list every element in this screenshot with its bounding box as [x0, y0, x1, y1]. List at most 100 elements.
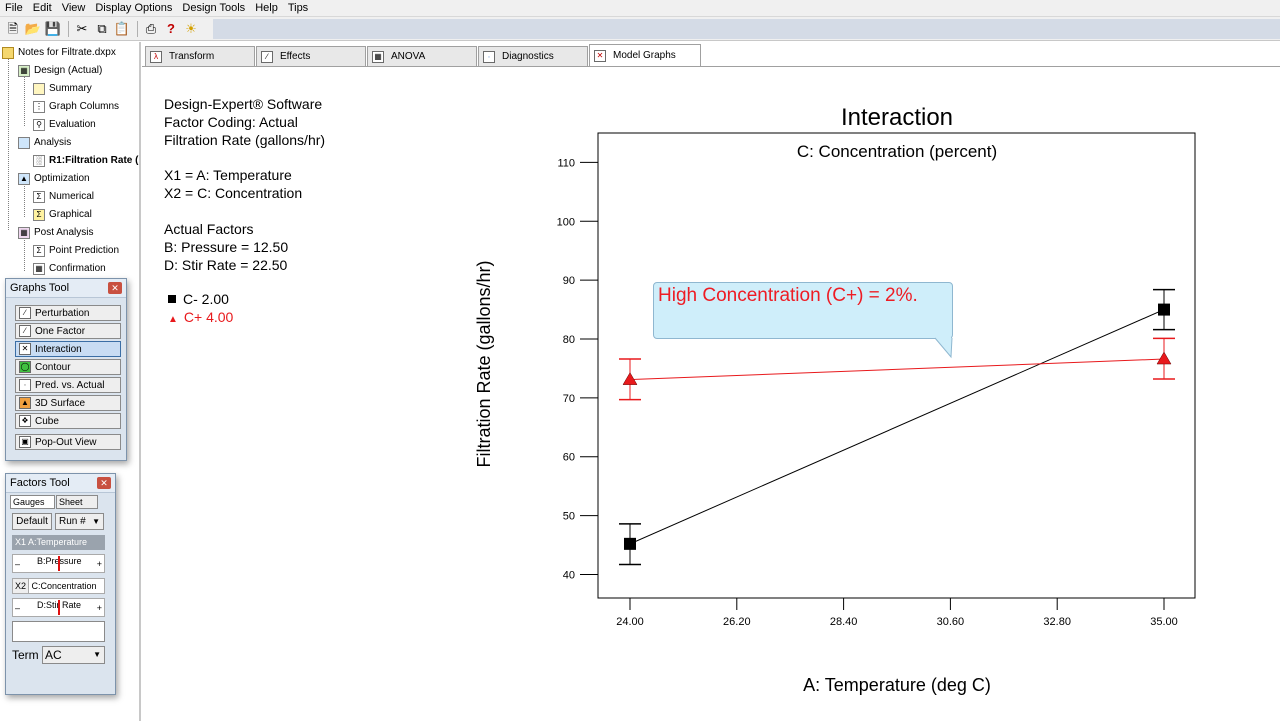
tree-item-label: R1:Filtration Rate ( [49, 155, 139, 166]
tree-item-confirmation[interactable]: ▦ Confirmation [33, 260, 106, 277]
cube-button[interactable]: ❖ Cube [15, 413, 121, 429]
toolbar-separator [68, 20, 69, 37]
help-icon[interactable]: ? [167, 20, 175, 36]
factor-x1-row[interactable]: X1 A:Temperature [12, 535, 105, 550]
tree-item-numerical[interactable]: Σ Numerical [33, 188, 94, 205]
x2-label: X2 = C: Concentration [164, 185, 303, 201]
tab-diagnostics[interactable]: ∙ Diagnostics [478, 46, 588, 66]
red-triangle-icon: ▲ [168, 314, 178, 325]
tab-anova[interactable]: ▦ ANOVA [367, 46, 477, 66]
menu-file[interactable]: File [5, 2, 23, 14]
popout-icon: ▣ [19, 436, 31, 448]
tab-gauges[interactable]: Gauges [10, 495, 55, 509]
pop-out-view-button[interactable]: ▣ Pop-Out View [15, 434, 121, 450]
scatter-icon: ∙ [19, 379, 31, 391]
run-select-value: Run # [59, 516, 86, 527]
cut-icon[interactable]: ✂ [76, 20, 88, 36]
y-tick-label: 100 [557, 216, 575, 228]
interaction-icon: ✕ [19, 343, 31, 355]
contour-icon: ◯ [19, 361, 31, 373]
effects-icon: ∕ [261, 50, 273, 63]
paste-icon[interactable]: 📋 [113, 20, 131, 36]
tips-icon[interactable]: ☀ [185, 20, 197, 36]
tab-gauges-label: Gauges [13, 497, 45, 507]
tree-item-analysis[interactable]: Analysis [18, 134, 71, 151]
toolbar: 🗎 📂 💾 ✂ ⧉ 📋 ⎙ ? ☀ [0, 17, 1280, 41]
empty-factor-field[interactable] [12, 621, 105, 642]
axes: 40 50 60 70 80 90 100 110 24.00 26.20 28.40 30.60 32… [557, 157, 1178, 628]
tab-transform[interactable]: λ Transform [145, 46, 255, 66]
tree-item-label: Graph Columns [49, 101, 120, 112]
tree-item-summary[interactable]: Summary [33, 80, 92, 97]
tree-item-evaluation[interactable]: ⚲ Evaluation [33, 116, 96, 133]
factors-tool-title[interactable]: Factors Tool [6, 474, 115, 493]
pred-vs-actual-button[interactable]: ∙ Pred. vs. Actual [15, 377, 121, 393]
y-tick-label: 80 [563, 334, 575, 346]
tab-label: Model Graphs [613, 50, 676, 61]
tree-item-root[interactable]: Notes for Filtrate.dxpx [2, 44, 116, 61]
numerical-icon: Σ [33, 190, 45, 203]
tree-item-point-prediction[interactable]: Σ Point Prediction [33, 242, 119, 259]
chart-subtitle: C: Concentration (percent) [797, 142, 997, 161]
tree-item-graph-columns[interactable]: ⋮ Graph Columns [33, 98, 119, 115]
pressure-gauge[interactable]: – B:Pressure + [12, 554, 105, 573]
series-line [629, 309, 1165, 545]
tab-model-graphs[interactable]: ✕ Model Graphs [589, 44, 701, 66]
minus-label: – [15, 603, 21, 613]
y-tick-label: 50 [563, 511, 575, 523]
close-icon[interactable]: ✕ [97, 477, 111, 489]
menu-design-tools[interactable]: Design Tools [182, 2, 246, 14]
y-tick-label: 70 [563, 393, 575, 405]
3d-surface-button[interactable]: ▲ 3D Surface [15, 395, 121, 411]
run-select[interactable]: Run # ▼ [55, 513, 104, 530]
data-point-square [1158, 303, 1170, 316]
one-factor-button[interactable]: ∕ One Factor [15, 323, 121, 339]
x-tick-label: 35.00 [1150, 616, 1178, 628]
term-select-value: AC [45, 648, 62, 662]
tree-item-label: Graphical [49, 209, 92, 220]
menu-tips[interactable]: Tips [287, 2, 309, 14]
print-icon[interactable]: ⎙ [145, 20, 157, 36]
summary-icon [33, 82, 45, 95]
copy-icon[interactable]: ⧉ [97, 20, 107, 36]
tab-label: ANOVA [391, 51, 426, 62]
data-point-triangle [1156, 351, 1172, 365]
pressure-slider-handle[interactable] [58, 556, 60, 571]
factor-x2-row[interactable]: X2 C:Concentration [12, 578, 105, 594]
stir-rate-slider-handle[interactable] [58, 600, 60, 615]
annotation-callout[interactable]: High Concentration (C+) = 2%. [653, 282, 953, 359]
model-graphs-icon: ✕ [594, 49, 606, 62]
save-icon[interactable]: 💾 [44, 20, 62, 36]
open-icon[interactable]: 📂 [24, 20, 42, 36]
new-icon[interactable]: 🗎 [7, 20, 19, 36]
data-point-square [624, 537, 636, 550]
graphs-tool-title[interactable]: Graphs Tool [6, 279, 126, 298]
menu-bar: File Edit View Display Options Design To… [0, 0, 1280, 17]
tree-item-design[interactable]: ▦ Design (Actual) [18, 62, 102, 79]
menu-edit[interactable]: Edit [32, 2, 52, 14]
menu-view[interactable]: View [61, 2, 86, 14]
menu-help[interactable]: Help [255, 2, 278, 14]
button-label: Cube [35, 415, 59, 427]
button-label: Pred. vs. Actual [35, 379, 105, 391]
legend-high: ▲ C+ 4.00 [164, 309, 233, 328]
perturbation-button[interactable]: ∕ Perturbation [15, 305, 121, 321]
term-select[interactable]: AC ▼ [42, 646, 105, 664]
chart-title: Interaction [841, 104, 953, 131]
button-label: Contour [35, 361, 71, 373]
default-button[interactable]: Default [12, 513, 52, 530]
tree-item-optimization[interactable]: ▲ Optimization [18, 170, 90, 187]
tab-sheet[interactable]: Sheet [56, 495, 98, 509]
tree-item-graphical[interactable]: Σ Graphical [33, 206, 92, 223]
y-tick-label: 40 [563, 569, 575, 581]
stir-rate-gauge[interactable]: – D:Stir Rate + [12, 598, 105, 617]
analysis-icon [18, 136, 30, 149]
menu-display-options[interactable]: Display Options [95, 2, 173, 14]
data-point-triangle [622, 372, 638, 385]
interaction-button[interactable]: ✕ Interaction [15, 341, 121, 357]
tree-item-post-analysis[interactable]: ▦ Post Analysis [18, 224, 93, 241]
close-icon[interactable]: ✕ [108, 282, 122, 294]
contour-button[interactable]: ◯ Contour [15, 359, 121, 375]
tab-effects[interactable]: ∕ Effects [256, 46, 366, 66]
tree-item-response[interactable]: ░ R1:Filtration Rate ( [33, 152, 138, 169]
